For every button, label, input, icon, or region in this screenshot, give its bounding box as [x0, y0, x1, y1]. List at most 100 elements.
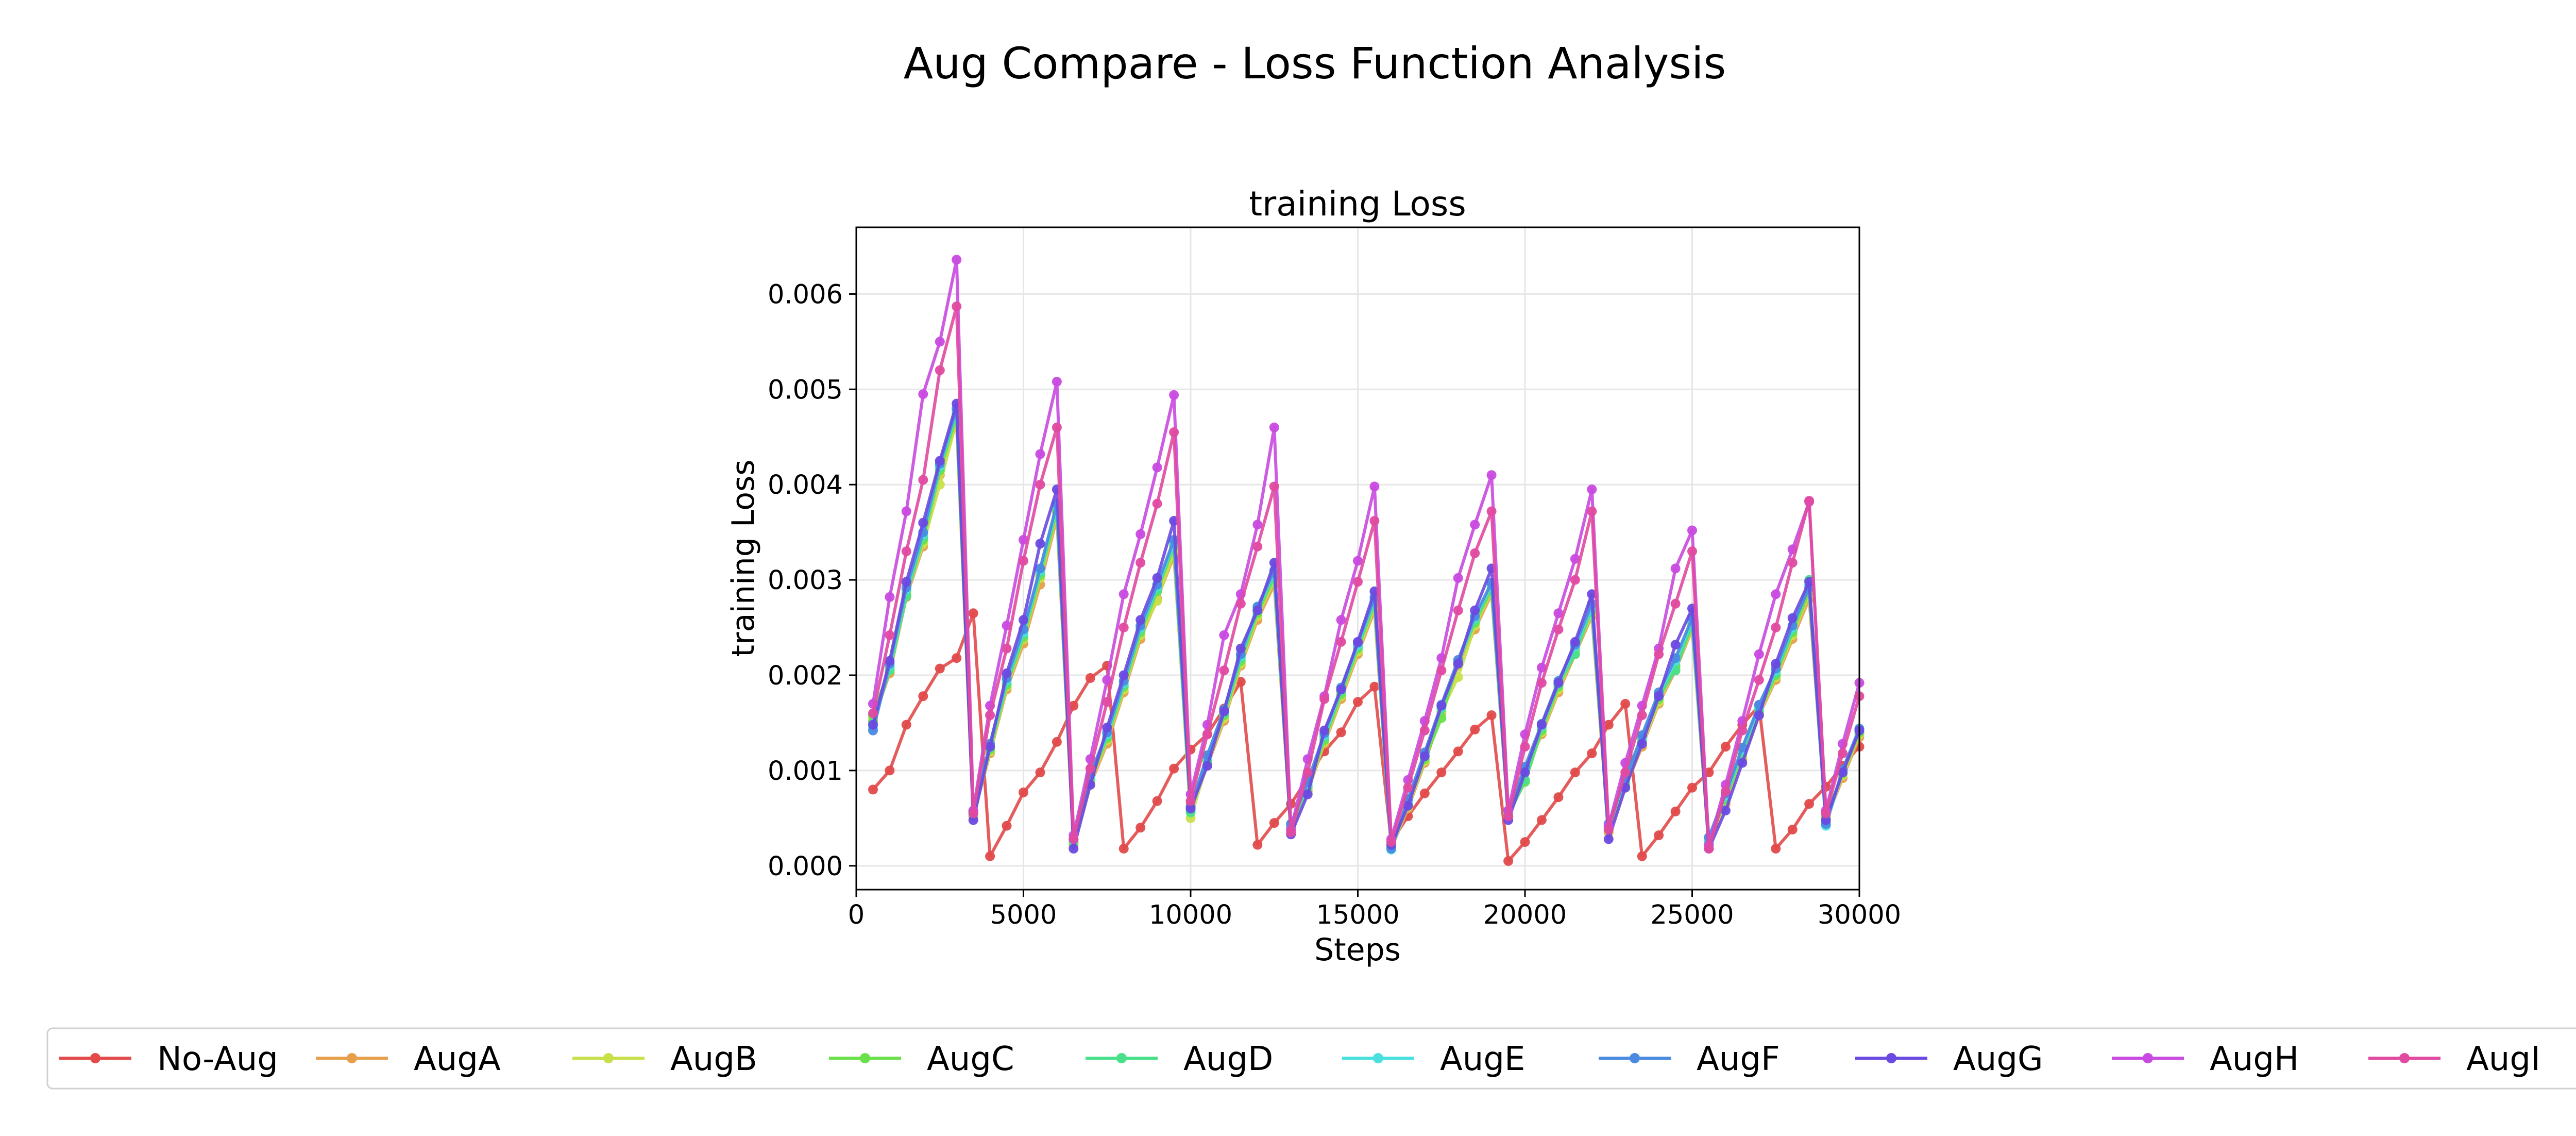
data-point	[901, 546, 911, 557]
data-point	[1553, 792, 1564, 803]
data-point	[918, 517, 928, 528]
y-axis-ticks: 0.000 0.001 0.002 0.003 0.004 0.005 0.006	[768, 279, 856, 882]
y-tick-label: 0.003	[768, 565, 843, 596]
data-point	[952, 255, 962, 265]
data-point	[885, 630, 895, 640]
data-point	[1419, 788, 1430, 798]
data-point	[985, 742, 995, 752]
data-point	[1570, 554, 1580, 564]
data-point	[1336, 684, 1346, 695]
x-tick-label: 5000	[990, 900, 1057, 930]
data-point	[1118, 844, 1129, 854]
data-point	[1302, 789, 1313, 799]
data-point	[1737, 758, 1748, 768]
data-point	[1637, 739, 1647, 749]
data-point	[1687, 782, 1697, 793]
data-point	[1486, 506, 1497, 516]
data-point	[901, 720, 911, 730]
data-point	[1587, 485, 1597, 494]
data-point	[1720, 787, 1731, 797]
legend-label: AugE	[1440, 1040, 1525, 1078]
data-point	[935, 456, 945, 466]
data-point	[1670, 640, 1681, 650]
data-point	[1019, 534, 1028, 545]
legend-label: AugA	[414, 1040, 501, 1078]
y-tick-label: 0.005	[768, 375, 843, 405]
x-tick-label: 30000	[1818, 900, 1901, 930]
data-point	[1838, 767, 1848, 778]
data-point	[1252, 520, 1263, 530]
data-point	[1520, 767, 1530, 778]
data-point	[1085, 673, 1095, 683]
data-point	[1002, 643, 1012, 654]
x-tick-label: 25000	[1650, 900, 1734, 930]
data-point	[1235, 643, 1246, 654]
data-point	[918, 691, 928, 701]
data-point	[1620, 767, 1631, 778]
data-point	[885, 765, 895, 776]
data-point	[1002, 668, 1012, 678]
data-point	[1152, 462, 1162, 473]
data-point	[1069, 834, 1079, 844]
data-point	[1804, 799, 1815, 809]
data-point	[1019, 787, 1028, 797]
data-point	[1754, 710, 1764, 721]
data-point	[868, 708, 878, 719]
data-point	[1019, 615, 1028, 625]
legend-label: No-Aug	[157, 1040, 278, 1078]
data-point	[1353, 697, 1363, 707]
data-point	[1353, 556, 1363, 566]
data-point	[1720, 742, 1731, 752]
data-point	[1202, 761, 1212, 771]
data-point	[1670, 598, 1681, 609]
data-point	[1520, 837, 1530, 847]
legend-label: AugI	[2466, 1040, 2540, 1078]
legend-item: AugB	[572, 1040, 757, 1078]
data-point	[1035, 563, 1045, 574]
data-point	[1771, 844, 1781, 854]
legend-label: AugH	[2210, 1040, 2299, 1078]
data-point	[952, 653, 962, 663]
data-point	[1302, 767, 1313, 778]
legend-item: AugF	[1599, 1040, 1780, 1078]
data-point	[1252, 840, 1263, 850]
data-point	[1136, 529, 1146, 539]
y-tick-label: 0.002	[768, 661, 843, 691]
data-point	[1403, 782, 1413, 793]
data-point	[985, 710, 995, 721]
data-point	[1654, 691, 1664, 701]
data-point	[1136, 823, 1146, 833]
legend-item: AugH	[2112, 1040, 2299, 1078]
legend-items: No-Aug AugA AugB AugC AugD AugE AugF AugG AugH Au…	[59, 1040, 2540, 1078]
data-point	[1118, 623, 1129, 632]
legend-marker	[1116, 1053, 1127, 1063]
data-point	[1804, 496, 1815, 506]
data-point	[1737, 725, 1748, 736]
data-point	[901, 577, 911, 587]
data-point	[1687, 525, 1697, 536]
legend-item: AugE	[1342, 1040, 1525, 1078]
data-point	[1369, 681, 1380, 692]
data-point	[1286, 827, 1296, 838]
data-point	[1136, 615, 1146, 625]
data-point	[1169, 390, 1179, 400]
data-point	[935, 663, 945, 674]
data-point	[1152, 573, 1162, 583]
data-point	[1771, 589, 1781, 599]
data-point	[1670, 563, 1681, 574]
legend-box	[46, 1027, 2576, 1090]
data-point	[1704, 844, 1714, 854]
legend-label: AugC	[927, 1040, 1014, 1078]
data-point	[1419, 725, 1430, 736]
data-point	[1369, 481, 1380, 492]
legend-marker	[2143, 1053, 2153, 1063]
data-point	[1052, 422, 1062, 432]
data-point	[1336, 615, 1346, 625]
data-point	[1453, 746, 1463, 757]
legend: No-Aug AugA AugB AugC AugD AugE AugF AugG AugH Au…	[46, 1027, 2576, 1090]
data-point	[1269, 422, 1279, 432]
legend-item: AugA	[316, 1040, 501, 1078]
x-tick-label: 0	[848, 900, 865, 930]
data-point	[1235, 598, 1246, 609]
